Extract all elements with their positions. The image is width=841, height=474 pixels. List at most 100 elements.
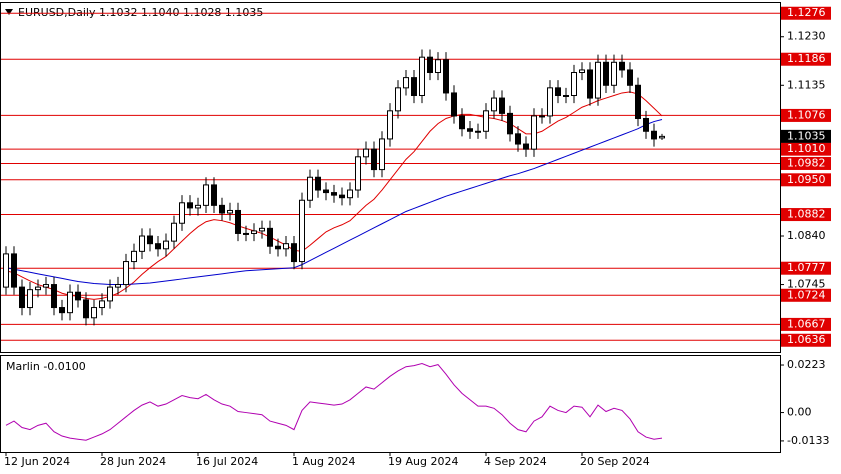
candle-body xyxy=(83,299,89,319)
y-tick-label: 0.0223 xyxy=(787,358,826,371)
candle-body xyxy=(259,227,265,232)
candle-body xyxy=(483,110,489,132)
candle-body xyxy=(419,56,425,97)
y-tick-label: 0.00 xyxy=(787,406,812,419)
level-label-box xyxy=(781,288,831,302)
candle-body xyxy=(355,156,361,191)
candle-body xyxy=(211,184,217,206)
level-label: 1.0777 xyxy=(787,261,826,274)
candle-body xyxy=(627,69,633,86)
x-tick-label: 1 Aug 2024 xyxy=(292,455,355,468)
candle-body xyxy=(227,209,233,214)
candle-body xyxy=(131,250,137,263)
level-label: 1.0982 xyxy=(787,156,826,169)
candle-body xyxy=(67,291,73,314)
candle-body xyxy=(467,128,473,132)
candle-body xyxy=(539,115,545,118)
candle-body xyxy=(51,284,57,309)
candle-body xyxy=(59,307,65,314)
candle-body xyxy=(403,77,409,89)
candle-body xyxy=(611,61,617,86)
candle-body xyxy=(635,84,641,119)
x-tick-label: 28 Jun 2024 xyxy=(100,455,166,468)
candle-body xyxy=(243,232,249,235)
level-label-box xyxy=(781,261,831,275)
candle-body xyxy=(443,59,449,94)
candle-body xyxy=(475,130,481,133)
indicator-line xyxy=(5,363,663,441)
candle-body xyxy=(195,204,201,209)
candle-body xyxy=(107,286,113,302)
candle-body xyxy=(331,192,337,196)
indicator-label: Marlin -0.0100 xyxy=(6,360,86,373)
candle-body xyxy=(411,77,417,97)
candle-body xyxy=(651,130,657,140)
candle-body xyxy=(579,69,585,74)
candle-body xyxy=(75,291,81,301)
y-tick-label: 1.1135 xyxy=(787,78,826,91)
candle-body xyxy=(451,92,457,117)
candle-body xyxy=(291,243,297,263)
chart-title: EURUSD,Daily 1.1032 1.1040 1.1028 1.1035 xyxy=(18,6,263,19)
candle-body xyxy=(435,59,441,74)
candle-body xyxy=(43,284,49,288)
x-tick-label: 16 Jul 2024 xyxy=(196,455,258,468)
y-tick-label: 1.1230 xyxy=(787,30,826,43)
candle-body xyxy=(379,138,385,171)
candle-body xyxy=(459,115,465,130)
level-label: 1.0882 xyxy=(787,208,826,221)
candle-body xyxy=(507,112,513,135)
level-label: 1.0950 xyxy=(787,173,826,186)
candle-body xyxy=(91,307,97,319)
candle-body xyxy=(307,176,313,201)
candle-body xyxy=(27,289,33,309)
candle-body xyxy=(315,176,321,191)
candle-body xyxy=(299,199,305,263)
candle-body xyxy=(603,61,609,86)
main-pane xyxy=(0,2,781,353)
candle-body xyxy=(323,189,329,194)
moving-average xyxy=(5,91,663,300)
candle-body xyxy=(115,284,121,288)
level-label: 1.1010 xyxy=(787,142,826,155)
level-label: 1.0724 xyxy=(787,288,826,301)
candle-body xyxy=(547,87,553,117)
level-label-box xyxy=(781,208,831,222)
menu-triangle[interactable] xyxy=(5,9,13,15)
candle-body xyxy=(571,72,577,97)
candle-body xyxy=(619,61,625,71)
candle-body xyxy=(123,261,129,286)
candle-body xyxy=(515,133,521,145)
candle-body xyxy=(659,135,665,139)
level-label-box xyxy=(781,52,831,66)
candle-body xyxy=(395,87,401,112)
candle-body xyxy=(563,95,569,98)
x-tick-label: 19 Aug 2024 xyxy=(388,455,458,468)
candle-body xyxy=(643,117,649,132)
candle-body xyxy=(283,243,289,250)
candle-body xyxy=(163,240,169,250)
candle-body xyxy=(235,209,241,234)
candle-body xyxy=(179,202,185,224)
candle-body xyxy=(11,253,17,288)
candle-body xyxy=(251,230,257,234)
level-label-box xyxy=(781,142,831,156)
level-label: 1.1276 xyxy=(787,6,826,19)
candle-body xyxy=(139,235,145,252)
level-label: 1.1186 xyxy=(787,52,826,65)
y-tick-label: -0.0133 xyxy=(787,434,829,447)
level-label: 1.0636 xyxy=(787,333,826,346)
x-tick-label: 4 Sep 2024 xyxy=(484,455,547,468)
candle-body xyxy=(147,235,153,245)
candle-body xyxy=(587,69,593,99)
x-tick-label: 20 Sep 2024 xyxy=(580,455,650,468)
candle-body xyxy=(347,189,353,199)
level-label: 1.0667 xyxy=(787,317,826,330)
level-label-box xyxy=(781,6,831,20)
level-label-box xyxy=(781,317,831,331)
candle-body xyxy=(187,202,193,209)
candle-body xyxy=(531,115,537,150)
candle-body xyxy=(491,97,497,112)
candle-body xyxy=(387,110,393,140)
